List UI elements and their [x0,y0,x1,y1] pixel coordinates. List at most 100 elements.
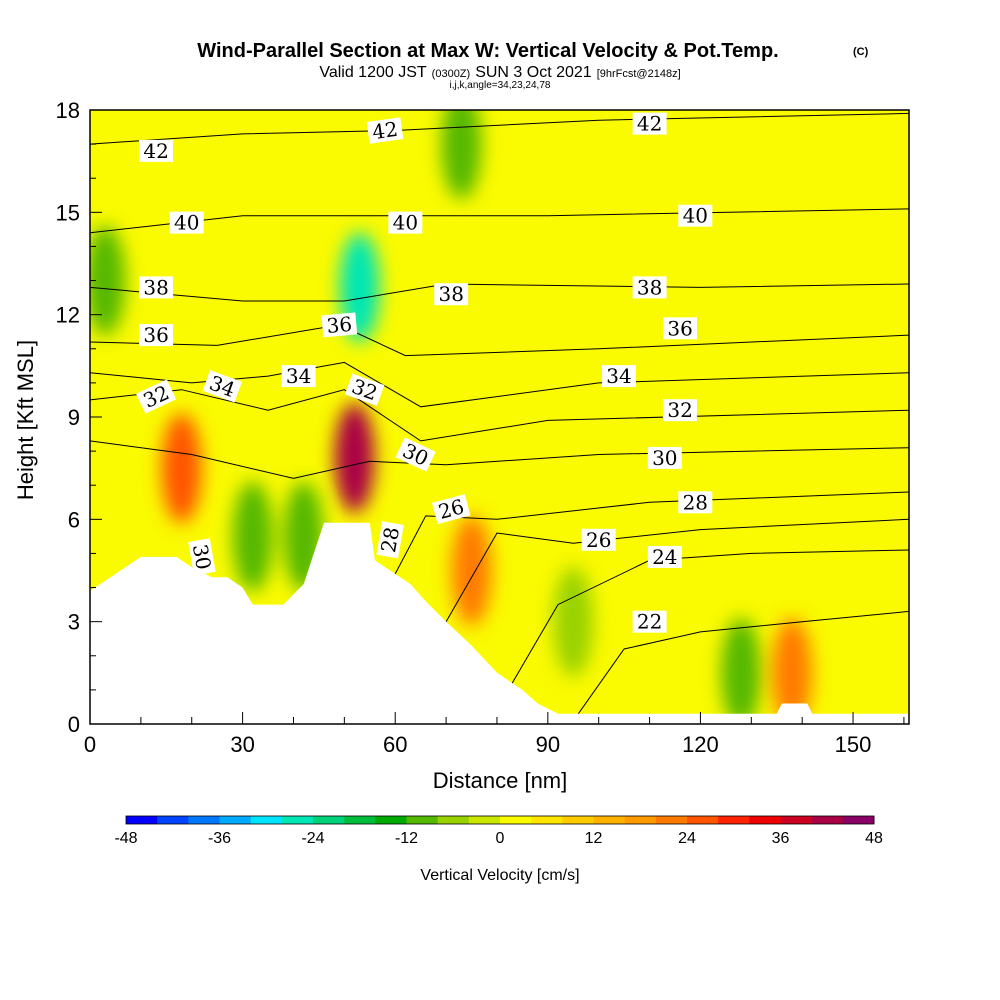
x-tick-label: 150 [835,732,872,757]
contour-label-text: 32 [667,398,692,422]
x-tick-label: 60 [383,732,407,757]
colorbar-segment [313,816,345,824]
colorbar-segment [468,816,501,824]
colorbar-tick-label: -36 [208,830,231,847]
contour-label: 32 [663,398,698,422]
contour-label-box [366,117,404,144]
contour-label-text: 24 [652,545,677,569]
colorbar-segment [281,816,314,824]
contour-label: 40 [169,211,204,235]
y-tick-label: 6 [68,507,80,532]
velocity-feature-4 [232,481,273,592]
colorbar-segment [500,816,532,824]
velocity-feature-8 [441,110,482,200]
colorbar-segment [406,816,439,824]
contour-label: 22 [632,610,667,634]
contour-label: 24 [647,545,682,569]
contour-label-box [139,139,174,162]
contour-label-box [202,370,243,403]
colorbar-segment [811,816,844,824]
velocity-feature-6 [553,566,594,677]
colorbar-segment [749,816,781,824]
contour-label-text: 36 [326,312,353,338]
contour-label-text: 34 [606,364,631,388]
contour-label-text: 26 [586,528,611,552]
colorbar-segment [780,816,813,824]
velocity-feature-7 [90,225,126,336]
colorbar-tick-label: 0 [496,830,505,847]
colorbar-segment [655,816,688,824]
contour-label-text: 38 [438,282,463,306]
grid-params: i,j,k,angle=34,23,24,78 [450,80,551,91]
velocity-feature-9 [721,617,762,724]
y-tick-label: 18 [56,98,80,123]
contour-label-text: 36 [143,323,168,347]
valid-date: SUN 3 Oct 2021 [475,64,592,81]
colorbar-segment [842,816,875,824]
colorbar-tick-label: -48 [114,830,137,847]
colorbar-segment [624,816,657,824]
forecast-info: [9hrFcst@2148z] [597,68,681,80]
colorbar: -48 -36 -24 -12 0 12 24 36 48 [114,815,883,847]
contour-label: 34 [281,364,316,388]
contour-label: 34 [602,364,636,388]
y-tick-label: 9 [68,405,80,430]
contour-label: 28 [376,521,404,559]
x-axis-title: Distance [nm] [433,768,568,793]
y-tick-label: 0 [68,712,80,737]
colorbar-tick-label: -12 [395,830,418,847]
contour-label: 26 [581,528,616,552]
contour-label-box [388,211,423,234]
contour-label-box [602,365,636,388]
colorbar-segment [375,816,407,824]
contour-label-text: 28 [683,490,708,514]
contour-label-box [139,324,174,347]
valid-prefix: Valid 1200 JST [319,64,427,81]
velocity-feature-5 [451,515,492,626]
contour-label-text: 38 [637,275,662,299]
contour-label-box [632,112,667,135]
contour-label-box [632,610,667,633]
contour-label-box [395,437,436,472]
contour-label: 36 [663,316,698,340]
contour-label-text: 22 [637,610,662,634]
colorbar-segment [157,816,189,824]
colorbar-segment [437,816,470,824]
contour-label-box [431,494,471,525]
contour-label-box [663,399,698,422]
contour-label-box [169,211,204,234]
contour-label-text: 36 [667,316,692,340]
copyright-mark: (C) [853,46,869,58]
contour-label: 42 [139,139,174,163]
contour-label-box [344,373,385,406]
colorbar-segment [718,816,750,824]
contour-label: 34 [202,370,243,403]
theta-contour-22 [577,610,909,715]
contour-label: 40 [678,204,713,228]
contour-label: 42 [632,112,667,136]
contour-label-box [321,312,358,338]
theta-contour-32 [90,389,909,442]
terrain [90,522,909,724]
contour-label-box [188,538,216,576]
contour-label-box [678,204,713,227]
velocity-feature-10 [772,617,812,724]
theta-contour-26 [445,518,909,622]
contour-label-box [632,276,667,299]
theta-contour-28 [394,491,909,575]
contour-label-text: 30 [188,542,216,571]
theta-contour-34 [90,361,909,408]
colorbar-segment [250,816,283,824]
colorbar-segment [562,816,594,824]
contour-label-box [581,528,616,551]
contour-label-box [647,545,682,568]
x-tick-label: 0 [84,732,96,757]
chart-title: Wind-Parallel Section at Max W: Vertical… [197,40,778,62]
valid-time-line: Valid 1200 JST (0300Z) SUN 3 Oct 2021 [9hrF… [319,64,680,81]
colorbar-tick-label: -24 [301,830,324,847]
colorbar-segment [219,816,252,824]
theta-contour-38 [90,283,909,302]
colorbar-tick-label: 36 [772,830,790,847]
contour-label-text: 40 [393,211,418,235]
theta-contour-36 [90,324,909,357]
